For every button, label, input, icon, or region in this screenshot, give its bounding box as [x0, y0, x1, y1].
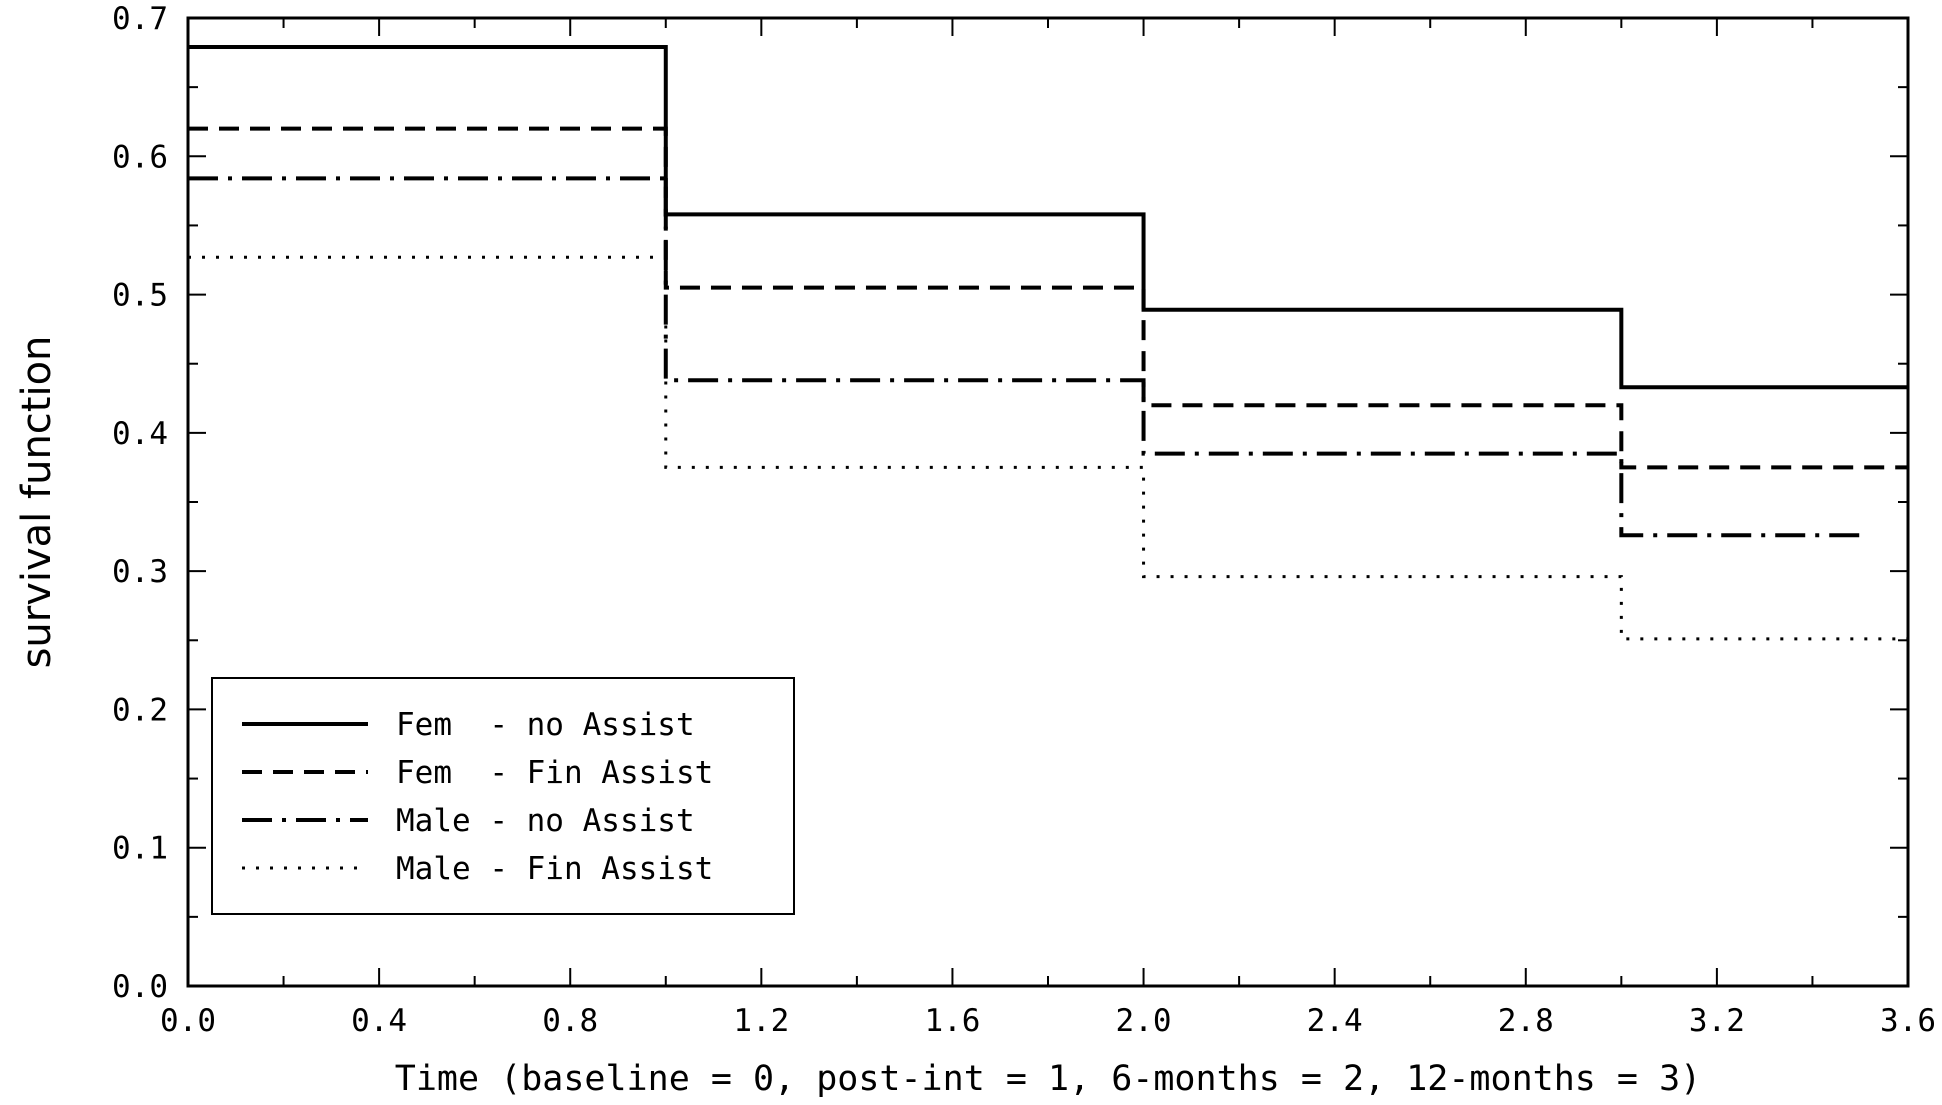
y-tick-label: 0.0 — [112, 969, 168, 1005]
legend-label-4: Male - Fin Assist — [396, 851, 713, 887]
x-tick-label: 2.0 — [1116, 1003, 1172, 1039]
x-tick-label: 2.8 — [1498, 1003, 1554, 1039]
series-line-3 — [188, 176, 1861, 538]
plot-frame — [186, 16, 1910, 988]
legend-label-3: Male - no Assist — [396, 803, 695, 839]
y-tick-label: 0.6 — [112, 139, 168, 175]
series-layer — [188, 45, 1908, 641]
legend-box — [211, 677, 795, 915]
legend: Fem - no Assist Fem - Fin Assist Male - no… — [211, 677, 795, 915]
x-tick-label: 3.6 — [1880, 1003, 1936, 1039]
tick-labels-layer: 0.0 0.4 0.8 1.2 1.6 2.0 2.4 2.8 3.2 3.6 0.0 0.1 0.2 0… — [112, 1, 1936, 1039]
x-axis-title: Time (baseline = 0, post-int = 1, 6-mont… — [395, 1059, 1701, 1099]
x-tick-label: 3.2 — [1689, 1003, 1745, 1039]
x-tick-label: 1.6 — [924, 1003, 980, 1039]
x-tick-label: 0.4 — [351, 1003, 407, 1039]
y-tick-label: 0.7 — [112, 1, 168, 37]
y-tick-label: 0.2 — [112, 692, 168, 728]
y-tick-label: 0.4 — [112, 416, 168, 452]
x-tick-label: 2.4 — [1307, 1003, 1363, 1039]
y-axis-title: survival function — [14, 336, 60, 669]
series-line-1 — [188, 45, 1908, 390]
y-tick-label: 0.1 — [112, 831, 168, 867]
y-tick-label: 0.3 — [112, 554, 168, 590]
x-tick-label: 1.2 — [733, 1003, 789, 1039]
series-line-4 — [188, 255, 1908, 641]
x-tick-label: 0.0 — [160, 1003, 216, 1039]
x-tick-label: 0.8 — [542, 1003, 598, 1039]
legend-label-1: Fem - no Assist — [396, 707, 695, 743]
series-line-2 — [188, 126, 1908, 470]
y-tick-label: 0.5 — [112, 278, 168, 314]
legend-label-2: Fem - Fin Assist — [396, 755, 713, 791]
